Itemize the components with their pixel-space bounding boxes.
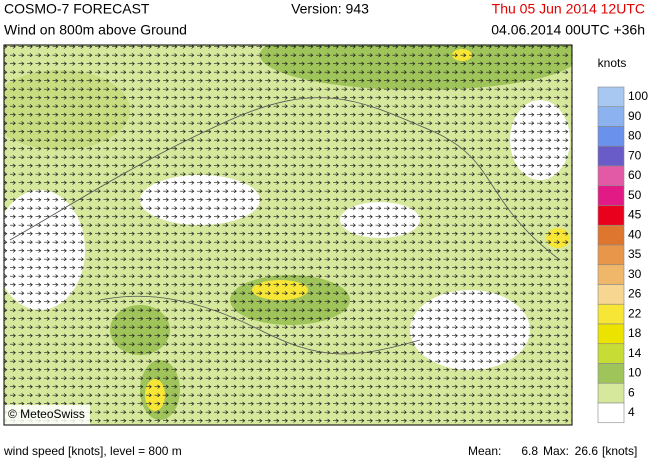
legend-label: 4 (628, 405, 635, 419)
legend-swatch (597, 86, 625, 108)
legend-label: 90 (628, 109, 642, 123)
map: © MeteoSwiss (4, 45, 572, 425)
legend-label: 22 (628, 306, 642, 320)
legend-swatch (597, 264, 625, 285)
run-time: 04.06.2014 00UTC +36h (491, 22, 645, 38)
legend-label: 70 (628, 148, 642, 162)
legend: 100 90 80 70 60 50 45 40 35 30 26 22 18 14 10 6 4 (597, 86, 648, 424)
legend-label: 6 (628, 385, 635, 399)
legend-label: 26 (628, 287, 642, 301)
version: Version: 943 (291, 1, 369, 17)
subtitle: Wind on 800m above Ground (4, 22, 187, 38)
legend-swatch (597, 343, 625, 364)
legend-label: 100 (628, 89, 648, 103)
mean-value: 6.8 (521, 444, 538, 458)
legend-swatch (597, 185, 625, 206)
legend-label: 50 (628, 188, 642, 202)
legend-title: knots (598, 56, 627, 70)
legend-swatch (597, 126, 625, 147)
max-label: Max: (543, 444, 569, 458)
legend-label: 10 (628, 366, 642, 380)
legend-swatch (597, 244, 625, 266)
legend-swatch (597, 382, 625, 404)
legend-label: 40 (628, 227, 642, 241)
legend-swatch (597, 145, 625, 167)
unit: [knots] (602, 444, 637, 458)
legend-label: 35 (628, 247, 642, 261)
legend-swatch (597, 106, 625, 127)
legend-swatch (597, 284, 625, 305)
legend-swatch (597, 363, 625, 384)
legend-swatch (597, 224, 625, 246)
mean-label: Mean: (468, 444, 501, 458)
legend-swatch (597, 165, 625, 187)
title: COSMO-7 FORECAST (4, 1, 150, 17)
credit: © MeteoSwiss (8, 407, 85, 421)
legend-swatch (597, 303, 625, 325)
legend-label: 60 (628, 168, 642, 182)
legend-label: 18 (628, 326, 642, 340)
legend-label: 45 (628, 208, 642, 222)
valid-time: Thu 05 Jun 2014 12UTC (492, 1, 645, 17)
legend-swatch (597, 205, 625, 226)
legend-swatch (597, 402, 625, 424)
legend-swatch (597, 323, 625, 345)
max-value: 26.6 (575, 444, 599, 458)
legend-label: 30 (628, 267, 642, 281)
footer-description: wind speed [knots], level = 800 m (3, 444, 182, 458)
legend-label: 80 (628, 129, 642, 143)
legend-label: 14 (628, 346, 642, 360)
